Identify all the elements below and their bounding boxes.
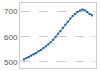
svg-text:600: 600 [4, 33, 18, 42]
svg-text:700: 700 [4, 7, 18, 16]
svg-text:500: 500 [4, 58, 18, 67]
